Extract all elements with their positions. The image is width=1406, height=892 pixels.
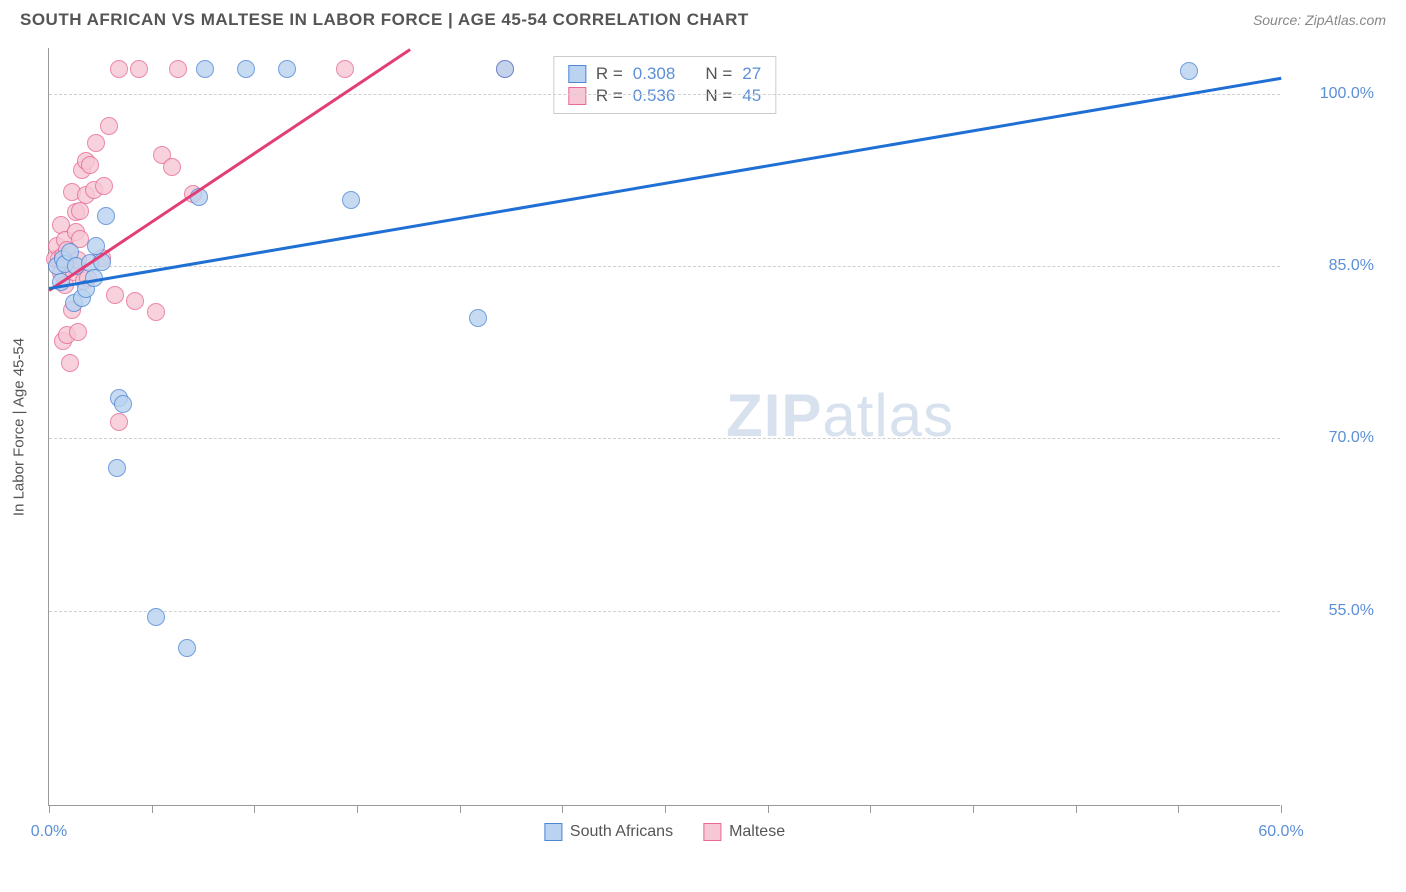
n-label: N = [705,86,732,106]
data-point-maltese [71,202,89,220]
chart-title: SOUTH AFRICAN VS MALTESE IN LABOR FORCE … [20,10,749,30]
data-point-maltese [95,177,113,195]
n-label: N = [705,64,732,84]
gridline [49,611,1280,612]
stats-row-maltese: R = 0.536 N = 45 [568,85,761,107]
legend-label: Maltese [729,823,785,841]
x-tick-label: 0.0% [31,823,67,841]
data-point-south_africans [496,60,514,78]
x-tick-label: 60.0% [1258,823,1303,841]
y-axis-title: In Labor Force | Age 45-54 [11,337,28,515]
data-point-maltese [61,354,79,372]
gridline [49,438,1280,439]
data-point-maltese [81,156,99,174]
series-legend: South Africans Maltese [544,823,785,841]
data-point-maltese [87,134,105,152]
gridline [49,94,1280,95]
x-tick [1178,805,1179,813]
x-tick [152,805,153,813]
data-point-south_africans [278,60,296,78]
y-tick-label: 55.0% [1294,602,1374,620]
data-point-maltese [163,158,181,176]
data-point-south_africans [1180,62,1198,80]
data-point-maltese [336,60,354,78]
data-point-south_africans [97,207,115,225]
data-point-maltese [69,323,87,341]
correlation-stats-box: R = 0.308 N = 27 R = 0.536 N = 45 [553,56,776,114]
r-value: 0.536 [633,86,676,106]
data-point-south_africans [147,608,165,626]
y-tick-label: 70.0% [1294,429,1374,447]
legend-item-maltese: Maltese [703,823,785,841]
x-tick [665,805,666,813]
data-point-south_africans [237,60,255,78]
scatter-chart: In Labor Force | Age 45-54 ZIPatlas R =0… [48,48,1280,806]
stats-row-south_africans: R = 0.308 N = 27 [568,63,761,85]
data-point-south_africans [469,309,487,327]
chart-source: Source: ZipAtlas.com [1253,12,1386,28]
data-point-maltese [126,292,144,310]
trend-line-maltese [48,48,411,291]
x-tick [49,805,50,813]
chart-header: SOUTH AFRICAN VS MALTESE IN LABOR FORCE … [0,0,1406,34]
swatch-maltese [568,87,586,105]
data-point-south_africans [178,639,196,657]
legend-swatch-maltese [703,823,721,841]
r-label: R = [596,86,623,106]
data-point-south_africans [196,60,214,78]
x-tick [1076,805,1077,813]
n-value: 27 [742,64,761,84]
n-value: 45 [742,86,761,106]
data-point-south_africans [108,459,126,477]
x-tick [768,805,769,813]
data-point-maltese [169,60,187,78]
data-point-south_africans [342,191,360,209]
x-tick [870,805,871,813]
legend-item-south_africans: South Africans [544,823,673,841]
x-tick [357,805,358,813]
y-tick-label: 100.0% [1294,85,1374,103]
data-point-south_africans [114,395,132,413]
r-label: R = [596,64,623,84]
x-tick [254,805,255,813]
legend-label: South Africans [570,823,673,841]
r-value: 0.308 [633,64,676,84]
data-point-maltese [100,117,118,135]
watermark-logo: ZIPatlas [726,381,954,450]
x-tick [1281,805,1282,813]
data-point-maltese [147,303,165,321]
legend-swatch-south_africans [544,823,562,841]
x-tick [562,805,563,813]
data-point-maltese [106,286,124,304]
gridline [49,266,1280,267]
data-point-maltese [110,413,128,431]
data-point-maltese [130,60,148,78]
x-tick [973,805,974,813]
data-point-maltese [110,60,128,78]
swatch-south_africans [568,65,586,83]
y-tick-label: 85.0% [1294,257,1374,275]
x-tick [460,805,461,813]
